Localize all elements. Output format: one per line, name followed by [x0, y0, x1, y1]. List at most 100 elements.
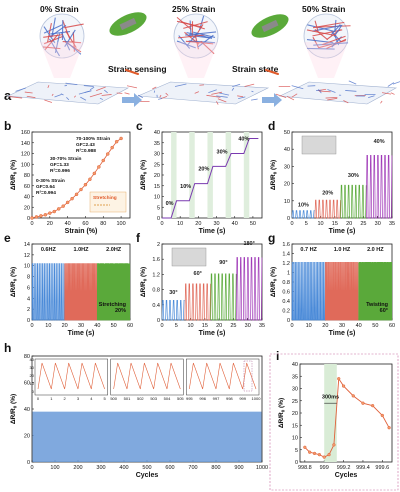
mat-fiber — [15, 87, 26, 92]
mat-fiber — [237, 95, 244, 98]
red-mark-1 — [265, 69, 279, 75]
note-0: Stretching — [99, 302, 126, 308]
segment-label-2: 90° — [219, 260, 227, 266]
y-tick-label: 6 — [27, 285, 30, 291]
x-tick-label: 800 — [211, 465, 220, 471]
inset-frame-1 — [110, 358, 184, 396]
x-tick-label: 10 — [318, 221, 324, 227]
mat-fiber — [138, 94, 144, 99]
fiber — [322, 35, 346, 46]
y-tick-label: 40 — [284, 147, 290, 153]
data-point — [34, 215, 39, 219]
y-tick-label: 20 — [154, 173, 160, 179]
mat-fiber — [238, 96, 246, 100]
inset-x-tick: 999 — [239, 396, 246, 401]
pulse-train-1 — [324, 262, 359, 321]
mat-fiber — [78, 90, 92, 95]
y-tick-label: 0.4 — [282, 299, 290, 305]
x-tick-label: 35 — [389, 221, 395, 227]
y-tick-label: 1.2 — [282, 261, 290, 267]
flow-arrow-0 — [122, 93, 142, 107]
chart-h: 0 100 200 300 400 500 600 700 800 900 100002040608… — [10, 354, 268, 479]
x-tick-label: 0 — [30, 221, 33, 227]
mat-fiber — [99, 97, 104, 100]
x-tick-label: 50 — [111, 323, 117, 329]
y-tick-label: 0 — [27, 460, 30, 466]
x-tick-label: 100 — [116, 221, 125, 227]
x-tick-label: 600 — [165, 465, 174, 471]
mat-fiber — [211, 91, 223, 95]
mat-fiber — [60, 93, 64, 96]
header-25-strain: 25% Strain — [172, 4, 216, 14]
pulse-train-0 — [291, 262, 326, 321]
y-tick-label: 0 — [27, 318, 30, 324]
mat-fiber — [286, 96, 295, 101]
y-axis-label-d: ΔR/R0 (%) — [270, 160, 278, 190]
inset-x-tick: 998 — [226, 396, 233, 401]
fiber — [306, 29, 337, 37]
mat-fiber — [65, 82, 78, 86]
fiber-mat-0 — [6, 81, 138, 105]
mat-fiber — [174, 83, 187, 87]
zoom-frame-i — [269, 353, 399, 491]
fiber — [189, 20, 192, 35]
inset-2: 995 996 997 998 999 1000 — [186, 358, 261, 401]
x-tick-label: 999.2 — [337, 465, 351, 471]
y-tick-label: 40 — [154, 130, 160, 136]
step-label-4: 40% — [238, 137, 249, 143]
data-point — [70, 196, 74, 201]
x-tick-label: 40 — [232, 221, 238, 227]
y-tick-label: 30 — [284, 164, 290, 170]
fiber — [192, 31, 216, 38]
x-tick-label: 60 — [389, 323, 395, 329]
note-1: 60° — [380, 308, 388, 314]
fiber — [46, 23, 52, 43]
x-axis-label-h: Cycles — [136, 472, 159, 479]
fiber — [65, 30, 77, 48]
mat-fiber — [101, 94, 112, 96]
y-tick-label: 1.4 — [282, 252, 290, 258]
duration-label: 300ms — [322, 394, 339, 400]
inset-x-tick: 501 — [124, 396, 131, 401]
fiber — [176, 40, 196, 49]
y-tick-label: 12 — [24, 253, 30, 259]
y-tick-label: 20 — [292, 411, 298, 417]
cycle-line — [304, 377, 390, 458]
mat-fiber — [208, 89, 217, 94]
mat-fiber — [165, 92, 169, 96]
fiber — [330, 24, 341, 36]
fiber — [65, 40, 82, 55]
y-tick-label: 10 — [284, 199, 290, 205]
data-point — [56, 207, 61, 211]
fiber-mat-2 — [275, 80, 400, 105]
x-tick-label: 0 — [30, 465, 33, 471]
cycle-point — [332, 443, 336, 447]
microstructure-circle-2 — [303, 13, 351, 78]
panel-label-i: i — [276, 349, 279, 363]
fiber — [51, 17, 56, 38]
x-tick-label: 10 — [45, 323, 51, 329]
fiber — [43, 36, 63, 45]
data-point — [39, 214, 43, 218]
y-tick-label: 25 — [154, 162, 160, 168]
y-tick-label: 1.6 — [282, 242, 290, 248]
x-tick-label: 20 — [322, 323, 328, 329]
y-tick-label: 5 — [157, 205, 160, 211]
y-tick-label: 0.2 — [282, 309, 290, 315]
chart-g: 0 10 20 30 40 50 60 0 0.2 0.4 0.6 0.8 1 1.2 1.4 1.6 Time… — [270, 242, 395, 337]
mat-fiber — [380, 100, 383, 104]
annotation-0-1: GF=0.64 — [36, 184, 55, 190]
segment-label-2: 30% — [348, 173, 359, 179]
x-tick-label: 25 — [230, 323, 236, 329]
chart-b: 0 20 40 60 80 100 0 20 40 60 80 100 120 140 160 Strain … — [10, 130, 131, 235]
y-tick-label: 0.8 — [152, 288, 160, 294]
mat-fiber — [387, 82, 395, 87]
segment-label-0: 10% — [298, 202, 309, 208]
x-tick-label: 0 — [290, 221, 293, 227]
segment-label-0: 0.6HZ — [41, 247, 57, 253]
transition-band-1 — [189, 132, 195, 218]
fiber — [186, 32, 198, 47]
x-tick-label: 5 — [175, 323, 178, 329]
cycle-point — [351, 394, 355, 398]
data-point — [52, 209, 57, 214]
